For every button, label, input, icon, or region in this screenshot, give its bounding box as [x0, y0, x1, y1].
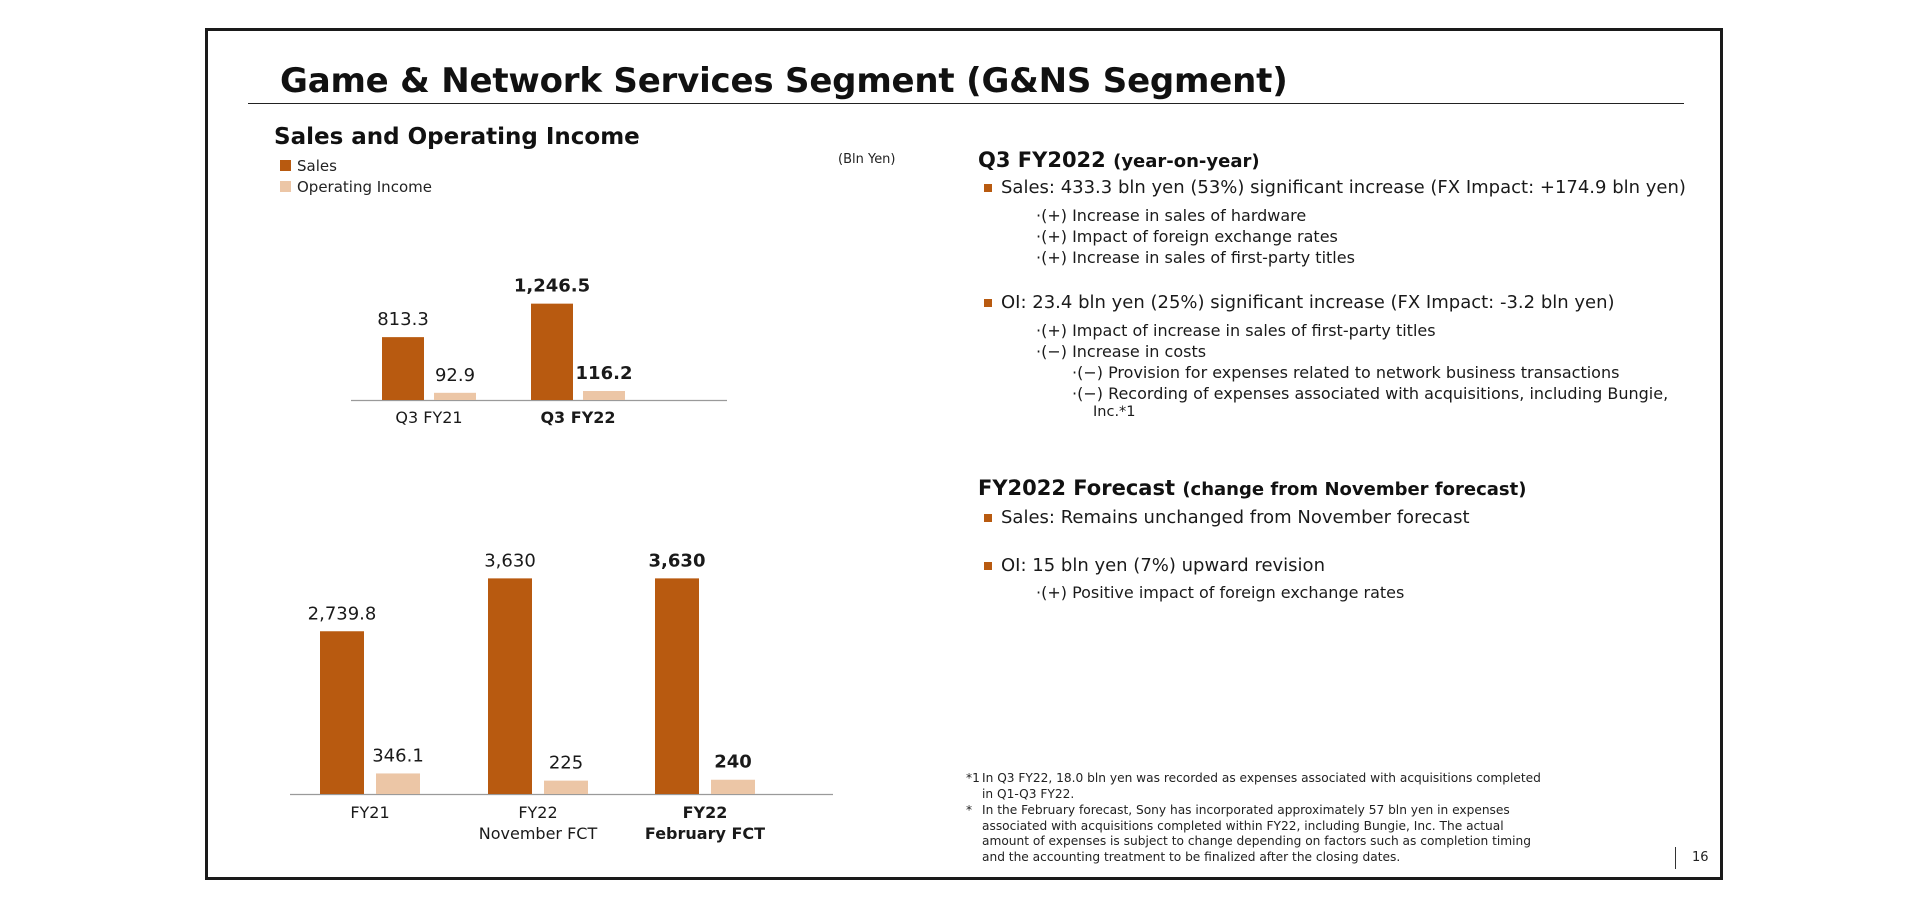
category-label: FY22: [518, 803, 557, 822]
category-label: FY22: [683, 803, 728, 822]
forecast-oi-bullet: OI: 15 bln yen (7%) upward revision: [984, 555, 1325, 576]
bullet-square: [984, 298, 992, 307]
legend-label-sales: Sales: [297, 156, 337, 175]
footnote-mark: *: [966, 803, 973, 817]
q3-heading-main: Q3 FY2022: [978, 148, 1106, 172]
q3-oi-item: ·(+) Impact of increase in sales of firs…: [1036, 321, 1436, 340]
bar-sales: [382, 337, 424, 400]
bar-operating-income: [376, 773, 420, 794]
q3-oi-subitem-cont: Inc.*1: [1093, 404, 1136, 420]
forecast-heading-main: FY2022 Forecast: [978, 476, 1175, 500]
footnote-text: In Q3 FY22, 18.0 bln yen was recorded as…: [982, 771, 1541, 801]
slide: Game & Network Services Segment (G&NS Se…: [205, 28, 1723, 880]
q3-heading: Q3 FY2022 (year-on-year): [978, 148, 1260, 172]
data-label-sales: 3,630: [484, 550, 536, 571]
q3-sales-text: Sales: 433.3 bln yen (53%) significant i…: [1001, 177, 1686, 198]
forecast-sales-text: Sales: Remains unchanged from November f…: [1001, 507, 1470, 528]
category-label: Q3 FY21: [395, 408, 462, 427]
page-number: 16: [1692, 850, 1709, 865]
legend-swatch-operating-income: [280, 181, 291, 192]
data-label-operating-income: 225: [549, 753, 583, 774]
page-number-separator: [1675, 847, 1676, 869]
bar-sales: [531, 303, 573, 400]
legend-swatch-sales: [280, 160, 291, 171]
data-label-operating-income: 116.2: [576, 363, 633, 384]
forecast-oi-item: ·(+) Positive impact of foreign exchange…: [1036, 583, 1405, 602]
q3-sales-item: ·(+) Increase in sales of first-party ti…: [1036, 248, 1355, 267]
forecast-oi-text: OI: 15 bln yen (7%) upward revision: [1001, 555, 1325, 576]
category-label: February FCT: [645, 824, 765, 843]
footnotes: *1 In Q3 FY22, 18.0 bln yen was recorded…: [966, 771, 1546, 866]
q3-sales-item: ·(+) Impact of foreign exchange rates: [1036, 227, 1338, 246]
q3-sales-bullet: Sales: 433.3 bln yen (53%) significant i…: [984, 177, 1686, 198]
legend-item-operating-income: Operating Income: [280, 176, 432, 197]
data-label-operating-income: 92.9: [435, 365, 475, 386]
bar-operating-income: [711, 779, 755, 794]
q3-oi-text: OI: 23.4 bln yen (25%) significant incre…: [1001, 292, 1615, 313]
data-label-sales: 3,630: [649, 550, 706, 571]
bar-operating-income: [583, 391, 625, 400]
category-label: Q3 FY22: [540, 408, 615, 427]
q3-oi-subitem: ·(−) Provision for expenses related to n…: [1072, 363, 1620, 382]
q3-oi-item: ·(−) Increase in costs: [1036, 342, 1207, 361]
q3-heading-sub: (year-on-year): [1113, 151, 1260, 172]
slide-title: Game & Network Services Segment (G&NS Se…: [280, 61, 1288, 101]
footnote: *1 In Q3 FY22, 18.0 bln yen was recorded…: [966, 771, 1546, 802]
bar-charts: 813.3 92.9 Q3 FY21 1,246.5 116.2 Q3 FY22 2,739…: [290, 276, 833, 843]
forecast-heading: FY2022 Forecast (change from November fo…: [978, 476, 1526, 500]
data-label-operating-income: 240: [714, 752, 752, 773]
category-label: FY21: [350, 803, 389, 822]
chart-legend: Sales Operating Income: [280, 155, 432, 197]
footnote-mark: *1: [966, 771, 980, 785]
bullet-square: [984, 183, 992, 192]
bar-operating-income: [434, 392, 476, 400]
bar-sales: [655, 578, 699, 794]
bar-sales: [488, 578, 532, 794]
data-label-sales: 2,739.8: [308, 603, 377, 624]
bullet-square: [984, 561, 992, 570]
bar-sales: [320, 631, 364, 794]
forecast-heading-sub: (change from November forecast): [1182, 479, 1527, 500]
q3-oi-subitem: ·(−) Recording of expenses associated wi…: [1072, 384, 1669, 403]
forecast-sales-bullet: Sales: Remains unchanged from November f…: [984, 507, 1470, 528]
chart-unit: (Bln Yen): [838, 152, 896, 167]
data-label-operating-income: 346.1: [372, 745, 424, 766]
bar-operating-income: [544, 780, 588, 794]
legend-label-operating-income: Operating Income: [297, 177, 432, 196]
data-label-sales: 813.3: [377, 309, 429, 330]
bullet-square: [984, 513, 992, 522]
footnote-text: In the February forecast, Sony has incor…: [982, 803, 1531, 864]
title-rule: [248, 103, 1684, 104]
chart-title: Sales and Operating Income: [274, 124, 640, 150]
q3-oi-bullet: OI: 23.4 bln yen (25%) significant incre…: [984, 292, 1615, 313]
data-label-sales: 1,246.5: [514, 276, 590, 297]
legend-item-sales: Sales: [280, 155, 432, 176]
q3-sales-item: ·(+) Increase in sales of hardware: [1036, 206, 1307, 225]
category-label: November FCT: [479, 824, 598, 843]
footnote: * In the February forecast, Sony has inc…: [966, 803, 1546, 865]
